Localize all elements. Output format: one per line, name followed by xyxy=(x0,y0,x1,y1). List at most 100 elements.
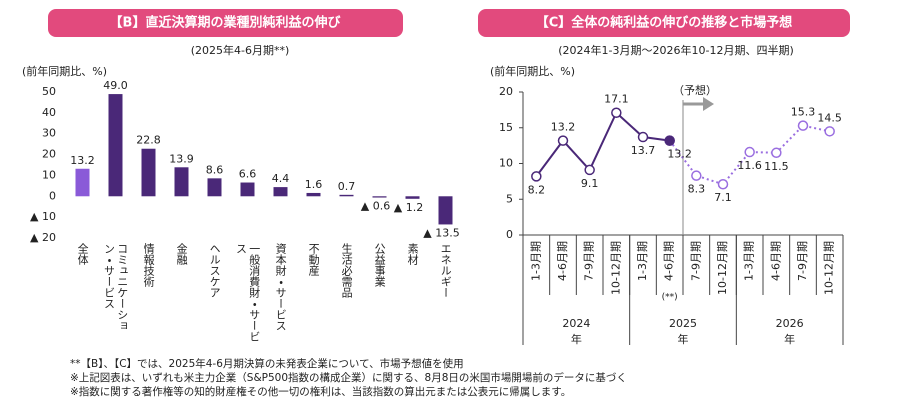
value-label: 8.3 xyxy=(688,183,706,196)
footnote: **【B】、【C】では、2025年4-6月期決算の未発表企業について、市場予想値… xyxy=(70,358,464,370)
x-tick-label: 資本財・サービス xyxy=(274,243,288,331)
x-tick-label: 10-12月期 xyxy=(609,241,622,295)
value-label: 13.2 xyxy=(551,121,576,134)
value-label: ▲ 1.2 xyxy=(394,201,423,214)
point xyxy=(771,147,782,159)
x-tick-label: 生活必需品 xyxy=(340,243,354,298)
x-tick-label: 公益事業 xyxy=(373,243,387,287)
y-axis-label: (前年同期比、%) xyxy=(22,64,107,78)
value-label: 6.6 xyxy=(239,168,257,181)
point xyxy=(611,107,622,118)
x-tick-label: 7-9月期 xyxy=(796,241,809,281)
chart-subtitle: (2024年1-3月期～2026年10-12月期、四半期) xyxy=(558,43,794,57)
bar xyxy=(306,192,321,197)
value-label: 7.1 xyxy=(714,191,732,204)
value-label: 11.6 xyxy=(737,159,762,172)
y-tick-label: ▲ 10 xyxy=(30,210,56,223)
point xyxy=(824,126,835,137)
point xyxy=(557,135,569,146)
value-label: 14.5 xyxy=(817,111,842,124)
bar xyxy=(75,168,90,197)
y-tick-label: 20 xyxy=(499,85,513,98)
value-label: 13.9 xyxy=(169,152,194,165)
y-tick-label: 50 xyxy=(42,85,56,98)
y-tick-label: 0 xyxy=(506,228,513,241)
value-label: 0.7 xyxy=(338,180,356,193)
value-label: ▲ 13.5 xyxy=(423,226,459,239)
x-tick-label: 7-9月期 xyxy=(689,241,702,281)
y-tick-label: 40 xyxy=(42,106,56,119)
x-tick-label: 7-9月期 xyxy=(583,241,596,281)
value-label: 13.2 xyxy=(667,148,692,161)
footnote: ※上記図表は、いずれも米主力企業（S&P500指数の構成企業）に関する、8月8日… xyxy=(70,372,627,384)
point xyxy=(637,131,649,143)
value-label: 49.0 xyxy=(103,79,128,92)
x-tick-label: 1-3月期 xyxy=(743,241,756,281)
footnote: ※指数に関する著作権等の知的財産権その他一切の権利は、当該指数の算出元または公表… xyxy=(70,386,572,398)
bar xyxy=(372,196,387,198)
bar xyxy=(141,148,156,197)
x-tick-label: 全体 xyxy=(76,243,90,265)
y-axis-label: (前年同期比、%) xyxy=(490,64,575,78)
x-tick-label: 4-6月期 xyxy=(556,241,569,281)
bar xyxy=(108,94,123,197)
forecast-label: （予想） xyxy=(673,83,717,97)
y-tick-label: 0 xyxy=(49,189,56,202)
y-tick-label: 10 xyxy=(42,168,56,181)
value-label: 17.1 xyxy=(604,93,629,106)
bar xyxy=(273,187,288,197)
x-tick-label: 4-6月期 xyxy=(769,241,782,281)
group-label: 2025年 xyxy=(669,317,697,346)
value-label: 8.6 xyxy=(206,163,224,176)
value-label: 4.4 xyxy=(272,172,290,185)
point xyxy=(531,171,542,182)
x-tick-label: 1-3月期 xyxy=(636,241,649,281)
value-label: 15.3 xyxy=(791,106,816,119)
value-label: 13.2 xyxy=(70,154,95,167)
bar xyxy=(438,196,453,225)
y-tick-label: 30 xyxy=(42,127,56,140)
chart-title: 【C】全体の純利益の伸びの推移と市場予想 xyxy=(536,15,793,31)
bar xyxy=(339,194,354,197)
y-tick-label: 10 xyxy=(499,157,513,170)
group-label: 2024年 xyxy=(562,317,591,346)
bar xyxy=(207,178,222,197)
value-label: 11.5 xyxy=(764,160,789,173)
value-label: 13.7 xyxy=(631,144,656,157)
y-tick-label: 15 xyxy=(499,121,513,134)
value-label: ▲ 0.6 xyxy=(361,200,390,213)
y-tick-label: ▲ 20 xyxy=(30,231,56,244)
point xyxy=(744,146,755,158)
value-label: 1.6 xyxy=(305,178,323,191)
bar xyxy=(240,182,255,197)
value-label: 8.2 xyxy=(528,183,546,196)
x-tick-label: 10-12月期 xyxy=(823,241,836,295)
x-tick-label: 4-6月期 xyxy=(663,241,676,281)
title-banner xyxy=(478,9,850,37)
bar xyxy=(405,196,420,199)
x-tick-label: 金融 xyxy=(175,243,189,265)
x-tick-label: エネルギー xyxy=(439,243,453,298)
point xyxy=(797,120,809,131)
point xyxy=(664,135,675,146)
x-tick-label: 素材 xyxy=(406,243,420,265)
y-tick-label: 20 xyxy=(42,148,56,161)
x-tick-label: 10-12月期 xyxy=(716,241,729,295)
x-tick-label: 1-3月期 xyxy=(529,241,542,281)
x-tick-label: ヘルスケア xyxy=(208,243,222,298)
point xyxy=(584,164,595,176)
point xyxy=(717,178,729,190)
title-banner xyxy=(48,9,403,37)
x-tick-label: 一般消費財・サービス xyxy=(234,243,261,342)
x-tick-label: 情報技術 xyxy=(142,243,156,287)
chart-subtitle: (2025年4-6月期**) xyxy=(191,43,290,57)
group-label: 2026年 xyxy=(775,317,804,346)
x-tick-label: 不動産 xyxy=(307,243,321,276)
category-note: (**) xyxy=(662,293,678,303)
value-label: 9.1 xyxy=(581,177,599,190)
forecast-arrowhead xyxy=(703,97,714,111)
point xyxy=(691,170,702,181)
y-tick-label: 5 xyxy=(506,192,513,205)
